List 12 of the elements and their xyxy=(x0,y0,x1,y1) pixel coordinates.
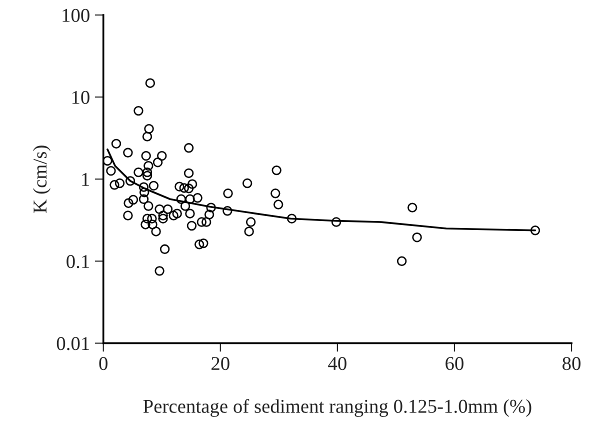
x-tick-label: 60 xyxy=(446,356,464,370)
x-tick-label: 40 xyxy=(328,356,346,370)
x-tick-label: 80 xyxy=(562,356,580,370)
y-tick-label: 1 xyxy=(82,173,89,186)
x-axis-title: Percentage of sediment ranging 0.125-1.0mm (%) xyxy=(143,399,532,417)
y-tick-label: 100 xyxy=(62,8,90,22)
x-tick-label: 0 xyxy=(99,356,108,370)
y-tick-label: 10 xyxy=(72,90,90,104)
x-tick-label: 20 xyxy=(212,356,230,370)
y-tick-label: 0.01 xyxy=(56,337,89,350)
y-tick-label: 0.1 xyxy=(66,254,89,268)
y-axis-title: K (cm/s) xyxy=(32,146,51,213)
